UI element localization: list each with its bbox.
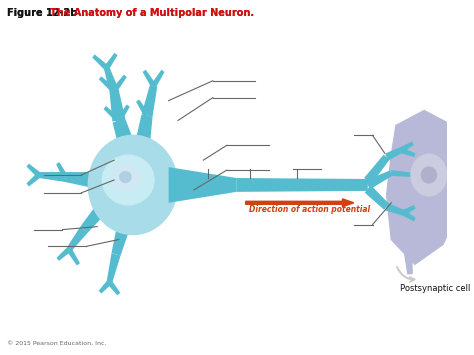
Polygon shape: [113, 118, 136, 153]
Polygon shape: [136, 99, 149, 117]
Text: © 2015 Pearson Education, Inc.: © 2015 Pearson Education, Inc.: [7, 341, 107, 346]
Ellipse shape: [411, 154, 447, 196]
Polygon shape: [67, 248, 80, 266]
Ellipse shape: [120, 171, 131, 182]
FancyArrowPatch shape: [397, 267, 414, 282]
Polygon shape: [107, 253, 120, 283]
Ellipse shape: [421, 167, 437, 183]
Polygon shape: [143, 70, 156, 87]
Polygon shape: [65, 172, 94, 188]
Polygon shape: [27, 164, 41, 177]
Polygon shape: [169, 167, 236, 203]
Text: The Anatomy of a Multipolar Neuron.: The Anatomy of a Multipolar Neuron.: [50, 8, 255, 18]
Polygon shape: [81, 200, 109, 233]
Text: Direction of action potential: Direction of action potential: [248, 205, 370, 214]
Text: Figure 12-2b: Figure 12-2b: [7, 8, 81, 18]
Ellipse shape: [102, 155, 154, 205]
Ellipse shape: [110, 163, 140, 191]
Polygon shape: [99, 76, 116, 93]
Polygon shape: [107, 280, 120, 295]
FancyArrow shape: [246, 199, 354, 207]
Polygon shape: [387, 110, 462, 264]
Polygon shape: [142, 85, 157, 117]
Text: Figure 12-2b: Figure 12-2b: [7, 8, 81, 18]
Polygon shape: [236, 178, 368, 192]
Polygon shape: [104, 67, 118, 92]
Ellipse shape: [111, 164, 139, 190]
Ellipse shape: [88, 135, 178, 235]
Polygon shape: [364, 155, 390, 184]
Polygon shape: [402, 244, 413, 274]
Polygon shape: [56, 247, 71, 261]
Polygon shape: [365, 185, 389, 210]
Polygon shape: [27, 173, 41, 186]
Polygon shape: [400, 147, 415, 157]
Polygon shape: [111, 225, 130, 256]
Polygon shape: [109, 90, 125, 122]
Polygon shape: [402, 210, 416, 222]
Polygon shape: [385, 148, 402, 161]
Polygon shape: [151, 70, 164, 87]
Text: Postsynaptic cell: Postsynaptic cell: [400, 284, 471, 293]
Ellipse shape: [90, 136, 176, 234]
Polygon shape: [39, 172, 65, 182]
Polygon shape: [112, 75, 127, 93]
Polygon shape: [103, 106, 121, 123]
Text: The Anatomy of a Multipolar Neuron.: The Anatomy of a Multipolar Neuron.: [50, 8, 255, 18]
Polygon shape: [99, 280, 111, 294]
Polygon shape: [385, 203, 404, 215]
Polygon shape: [402, 205, 416, 215]
Polygon shape: [104, 53, 118, 70]
Polygon shape: [117, 104, 130, 122]
Polygon shape: [135, 115, 153, 147]
Polygon shape: [391, 170, 415, 177]
Polygon shape: [67, 226, 88, 251]
Polygon shape: [92, 54, 109, 70]
Ellipse shape: [120, 172, 130, 182]
Polygon shape: [56, 162, 68, 179]
Ellipse shape: [104, 156, 153, 204]
Polygon shape: [366, 170, 392, 190]
Polygon shape: [400, 142, 414, 153]
